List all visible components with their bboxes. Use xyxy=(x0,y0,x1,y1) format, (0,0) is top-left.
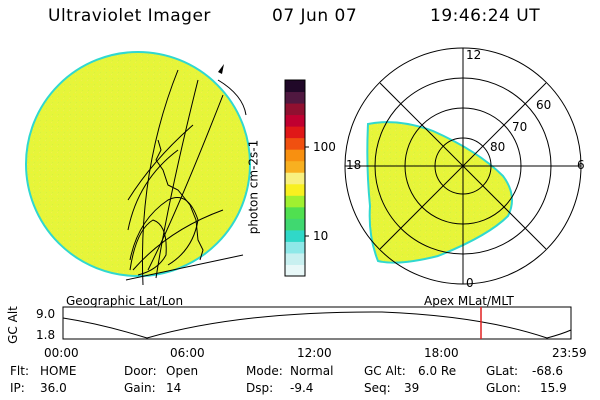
flt-value: HOME xyxy=(40,364,77,378)
coastline xyxy=(155,139,204,261)
colorbar-cell xyxy=(285,91,305,104)
time-tick-2359: 23:59 xyxy=(552,346,587,360)
time-tick-0600: 06:00 xyxy=(170,346,205,360)
mlt-label-12: 12 xyxy=(466,48,482,62)
colorbar-cell xyxy=(285,172,305,185)
seq-value: 39 xyxy=(404,381,420,395)
mlt-label-18: 18 xyxy=(346,158,362,172)
dsp-label: Dsp: xyxy=(246,381,274,395)
colorbar-label: photon cm-2s-1 xyxy=(246,139,261,235)
sun-direction-marker xyxy=(218,64,224,74)
time-label: 19:46:24 UT xyxy=(430,6,541,26)
flt-label: Flt: xyxy=(10,364,29,378)
glon-value: 15.9 xyxy=(540,381,567,395)
mode-value: Normal xyxy=(290,364,334,378)
colorbar-cell xyxy=(285,160,305,173)
colorbar-cell xyxy=(285,114,305,127)
altitude-ylabel: GC Alt xyxy=(5,306,20,344)
date-label: 07 Jun 07 xyxy=(272,6,358,26)
colorbar xyxy=(284,79,309,277)
dsp-value: -9.4 xyxy=(290,381,314,395)
colorbar-cell xyxy=(285,149,305,162)
door-label: Door: xyxy=(124,364,157,378)
time-tick-1800: 18:00 xyxy=(424,346,459,360)
instrument-title: Ultraviolet Imager xyxy=(48,6,211,26)
gcalt-label: GC Alt: xyxy=(364,364,406,378)
mlat-label-80: 80 xyxy=(490,140,506,154)
colorbar-cell xyxy=(285,229,305,242)
earth-disk xyxy=(25,51,251,277)
colorbar-cell xyxy=(285,252,305,265)
gcalt-value: 6.0 Re xyxy=(418,364,457,378)
colorbar-cell xyxy=(285,264,305,277)
geographic-image-panel xyxy=(25,51,251,286)
colorbar-cell xyxy=(285,126,305,139)
mlat-label-70: 70 xyxy=(512,120,528,134)
door-value: Open xyxy=(166,364,199,378)
colorbar-cell xyxy=(285,206,305,219)
ip-value: 36.0 xyxy=(40,381,67,395)
auroral-oval xyxy=(366,121,513,264)
colorbar-cell xyxy=(285,80,305,93)
mode-label: Mode: xyxy=(246,364,283,378)
colorbar-cell xyxy=(285,218,305,231)
geographic-caption: Geographic Lat/Lon xyxy=(66,294,184,308)
colorbar-cell xyxy=(285,195,305,208)
altitude-ytick-low: 1.8 xyxy=(36,328,56,342)
glat-label: GLat: xyxy=(486,364,519,378)
colorbar-cell xyxy=(285,183,305,196)
mlt-label-0: 0 xyxy=(466,276,474,290)
colorbar-cell xyxy=(285,241,305,254)
glon-label: GLon: xyxy=(486,381,521,395)
gain-value: 14 xyxy=(166,381,182,395)
mlat-mlt-polar-panel xyxy=(344,47,582,285)
geographic-grid xyxy=(125,69,247,286)
seq-label: Seq: xyxy=(364,381,391,395)
time-tick-0000: 00:00 xyxy=(44,346,79,360)
glat-value: -68.6 xyxy=(532,364,564,378)
colorbar-tick-10: 10 xyxy=(313,229,329,243)
colorbar-cell xyxy=(285,103,305,116)
altitude-plot xyxy=(62,306,572,340)
altitude-curve xyxy=(62,311,572,339)
magnetic-caption: Apex MLat/MLT xyxy=(424,294,514,308)
mlt-label-6: 6 xyxy=(577,158,585,172)
gain-label: Gain: xyxy=(124,381,156,395)
altitude-ytick-high: 9.0 xyxy=(36,307,56,321)
ip-label: IP: xyxy=(10,381,25,395)
colorbar-cell xyxy=(285,137,305,150)
colorbar-tick-100: 100 xyxy=(313,140,336,154)
mlat-label-60: 60 xyxy=(536,98,552,112)
time-tick-1200: 12:00 xyxy=(297,346,332,360)
